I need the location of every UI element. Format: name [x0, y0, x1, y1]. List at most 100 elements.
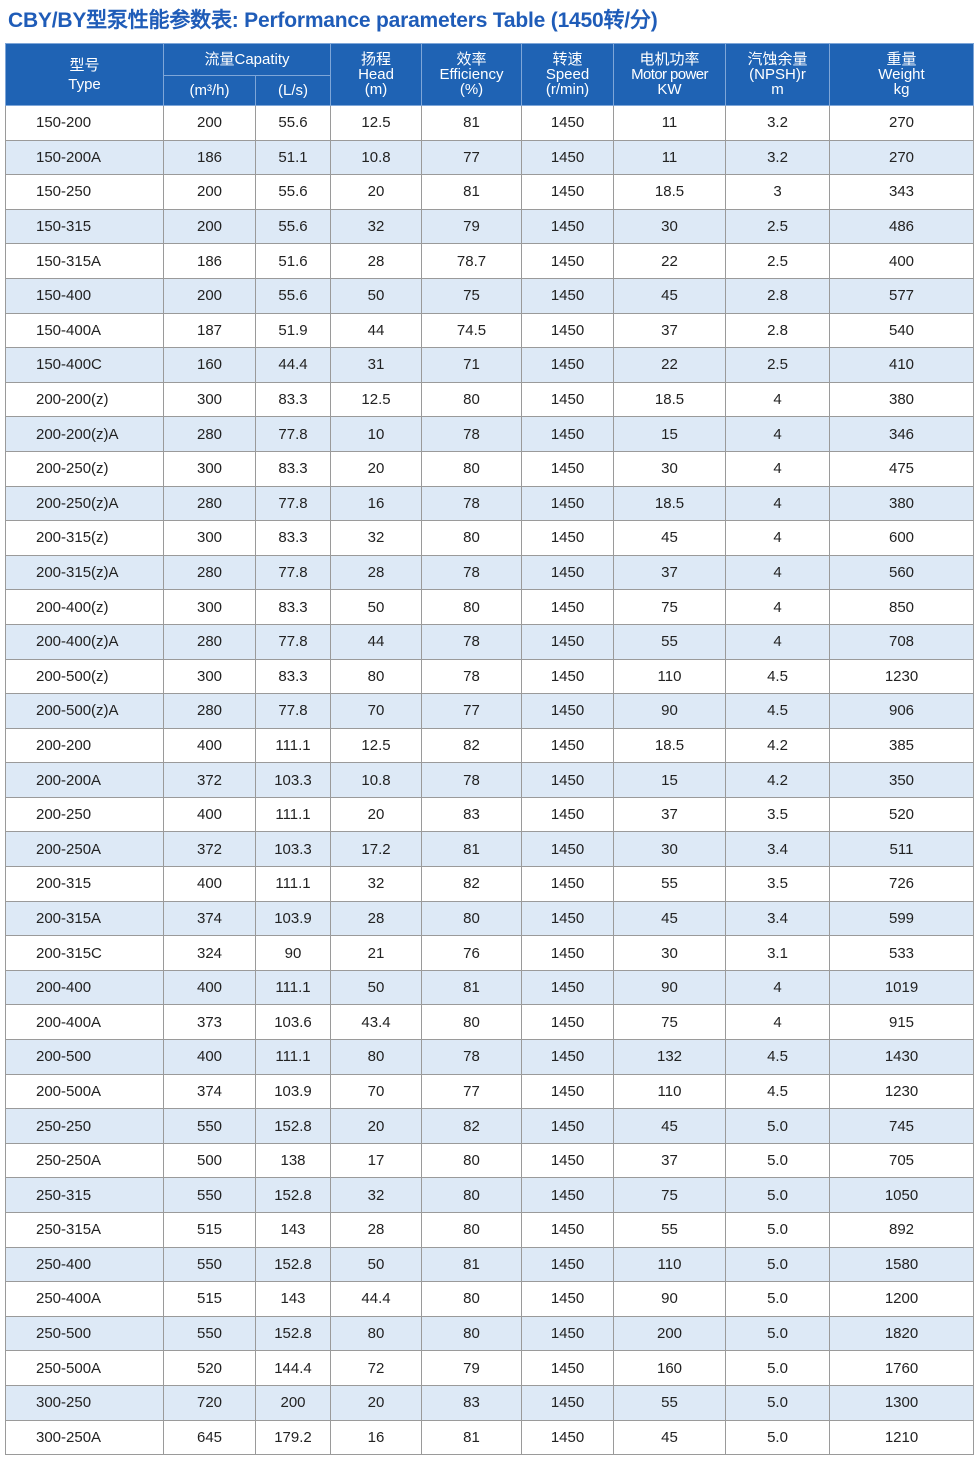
- table-row: 250-315A 515 143 28 80 1450 55 5.0 892: [5, 1212, 974, 1248]
- cell-type: 200-500(z): [5, 658, 164, 695]
- cell-capacity-m3h: 280: [163, 623, 256, 660]
- cell-head: 50: [330, 277, 422, 314]
- cell-power: 37: [613, 312, 726, 349]
- cell-capacity-m3h: 520: [163, 1350, 256, 1386]
- header-capacity-ls: (L/s): [255, 75, 331, 106]
- cell-efficiency: 81: [421, 105, 522, 141]
- cell-type: 200-250(z)A: [5, 485, 164, 522]
- cell-type: 200-250: [5, 796, 164, 833]
- cell-npsh: 4: [725, 589, 830, 625]
- cell-capacity-m3h: 400: [163, 1039, 256, 1075]
- cell-capacity-m3h: 280: [163, 693, 256, 729]
- cell-type: 300-250: [5, 1384, 164, 1421]
- cell-efficiency: 77: [421, 693, 522, 729]
- cell-speed: 1450: [521, 208, 614, 245]
- cell-type: 250-250A: [5, 1142, 164, 1179]
- cell-weight: 1019: [829, 969, 974, 1006]
- cell-head: 50: [330, 969, 422, 1006]
- cell-efficiency: 82: [421, 866, 522, 902]
- cell-capacity-m3h: 200: [163, 105, 256, 141]
- cell-speed: 1450: [521, 589, 614, 625]
- cell-weight: 906: [829, 693, 974, 729]
- cell-capacity-m3h: 300: [163, 589, 256, 625]
- header-npsh-unit: m: [771, 81, 784, 98]
- cell-efficiency: 80: [421, 900, 522, 937]
- cell-type: 150-200: [5, 105, 164, 141]
- cell-type: 200-200A: [5, 762, 164, 798]
- cell-head: 20: [330, 796, 422, 833]
- cell-weight: 560: [829, 554, 974, 591]
- cell-npsh: 3.1: [725, 935, 830, 971]
- cell-speed: 1450: [521, 727, 614, 764]
- cell-power: 18.5: [613, 727, 726, 764]
- cell-efficiency: 79: [421, 1350, 522, 1386]
- table-row: 200-200 400 111.1 12.5 82 1450 18.5 4.2 385: [5, 727, 974, 764]
- cell-efficiency: 83: [421, 1384, 522, 1421]
- cell-capacity-m3h: 550: [163, 1315, 256, 1352]
- cell-efficiency: 78.7: [421, 243, 522, 279]
- cell-type: 250-500A: [5, 1350, 164, 1386]
- cell-efficiency: 81: [421, 831, 522, 868]
- cell-capacity-ls: 152.8: [255, 1246, 331, 1283]
- cell-head: 21: [330, 935, 422, 971]
- cell-capacity-ls: 111.1: [255, 796, 331, 833]
- cell-head: 44: [330, 312, 422, 349]
- cell-power: 37: [613, 796, 726, 833]
- cell-npsh: 4.2: [725, 727, 830, 764]
- cell-capacity-ls: 55.6: [255, 105, 331, 141]
- cell-capacity-m3h: 187: [163, 312, 256, 349]
- header-weight-en: Weight: [878, 66, 925, 83]
- cell-weight: 577: [829, 277, 974, 314]
- cell-head: 20: [330, 450, 422, 487]
- cell-type: 200-400A: [5, 1004, 164, 1041]
- cell-npsh: 3.5: [725, 796, 830, 833]
- cell-weight: 475: [829, 450, 974, 487]
- table-row: 200-315(z) 300 83.3 32 80 1450 45 4 600: [5, 520, 974, 556]
- cell-npsh: 3.4: [725, 900, 830, 937]
- cell-speed: 1450: [521, 312, 614, 349]
- cell-capacity-m3h: 200: [163, 208, 256, 245]
- table-row: 200-400 400 111.1 50 81 1450 90 4 1019: [5, 969, 974, 1006]
- cell-speed: 1450: [521, 658, 614, 695]
- header-weight-unit: kg: [893, 81, 910, 98]
- cell-weight: 270: [829, 105, 974, 141]
- cell-power: 55: [613, 623, 726, 660]
- cell-speed: 1450: [521, 1212, 614, 1248]
- cell-type: 200-315A: [5, 900, 164, 937]
- cell-speed: 1450: [521, 243, 614, 279]
- cell-capacity-m3h: 550: [163, 1177, 256, 1213]
- header-head-unit: (m): [364, 81, 388, 98]
- header-weight: 重量 Weight kg: [829, 43, 974, 106]
- cell-capacity-m3h: 400: [163, 727, 256, 764]
- cell-power: 45: [613, 1419, 726, 1456]
- cell-capacity-ls: 138: [255, 1142, 331, 1179]
- table-row: 200-250 400 111.1 20 83 1450 37 3.5 520: [5, 796, 974, 833]
- cell-npsh: 4: [725, 623, 830, 660]
- cell-type: 200-500A: [5, 1073, 164, 1110]
- cell-power: 15: [613, 762, 726, 798]
- cell-head: 17: [330, 1142, 422, 1179]
- cell-capacity-m3h: 374: [163, 900, 256, 937]
- cell-npsh: 2.5: [725, 243, 830, 279]
- table-row: 150-400A 187 51.9 44 74.5 1450 37 2.8 540: [5, 312, 974, 349]
- cell-speed: 1450: [521, 139, 614, 176]
- cell-capacity-ls: 103.3: [255, 831, 331, 868]
- cell-efficiency: 80: [421, 1212, 522, 1248]
- cell-power: 110: [613, 1246, 726, 1283]
- cell-capacity-ls: 51.9: [255, 312, 331, 349]
- cell-speed: 1450: [521, 554, 614, 591]
- cell-speed: 1450: [521, 1039, 614, 1075]
- header-efficiency-en: Efficiency: [439, 66, 504, 83]
- header-speed-unit: (r/min): [545, 81, 590, 98]
- cell-power: 37: [613, 554, 726, 591]
- cell-capacity-m3h: 372: [163, 762, 256, 798]
- table-row: 200-200A 372 103.3 10.8 78 1450 15 4.2 350: [5, 762, 974, 798]
- cell-capacity-ls: 179.2: [255, 1419, 331, 1456]
- cell-npsh: 5.0: [725, 1108, 830, 1144]
- cell-efficiency: 74.5: [421, 312, 522, 349]
- cell-efficiency: 80: [421, 1281, 522, 1317]
- cell-speed: 1450: [521, 969, 614, 1006]
- header-capacity-m3h: (m³/h): [163, 75, 256, 106]
- table-row: 150-315 200 55.6 32 79 1450 30 2.5 486: [5, 208, 974, 245]
- table-row: 200-250A 372 103.3 17.2 81 1450 30 3.4 511: [5, 831, 974, 868]
